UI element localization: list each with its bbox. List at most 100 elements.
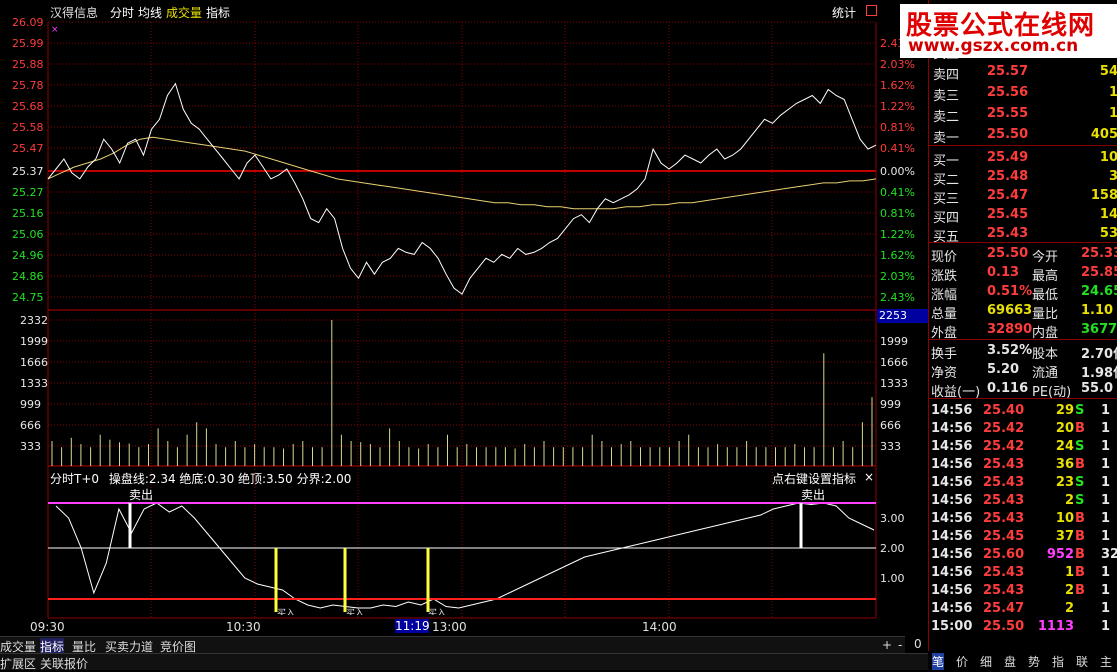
ask-label: 卖四 <box>933 68 960 83</box>
zoom-in-button[interactable]: + <box>882 638 893 652</box>
bid-price: 25.47 <box>987 188 1029 203</box>
tick-row: 14:56 25.43 1 B 1 <box>929 564 1117 582</box>
right-tab[interactable]: 盘 <box>1004 655 1017 669</box>
volume-label-right: 999 <box>880 398 901 411</box>
tick-time: 14:56 <box>931 439 973 454</box>
fund-row: 收益(一) 0.116 PE(动) 55.0 <box>929 380 1117 400</box>
buy-signal-label-2: 买入 <box>346 609 365 615</box>
tab-bottom-auction[interactable]: 竞价图 <box>160 640 197 654</box>
right-tab[interactable]: 势 <box>1028 655 1041 669</box>
tab-extension[interactable]: 扩展区 <box>0 657 37 671</box>
price-label: 25.58 <box>12 121 44 134</box>
percent-label: 1.62% <box>880 79 915 92</box>
fund-row: 换手 3.52%股本 2.70亿 <box>929 342 1117 362</box>
tab-fenshi[interactable]: 分时 <box>110 6 135 20</box>
price-label: 24.75 <box>12 291 44 304</box>
site-logo: 股票公式在线网 www.gszx.com.cn <box>900 4 1117 58</box>
percent-label: 1.62% <box>880 249 915 262</box>
tab-junxian[interactable]: 均线 <box>138 6 163 20</box>
tick-side: B <box>1075 421 1085 436</box>
volume-label: 1666 <box>20 356 48 369</box>
tick-row: 14:56 25.40 29 S 1 <box>929 402 1117 420</box>
indicator-axis-label: 2.00 <box>880 542 905 555</box>
tick-time: 14:56 <box>931 583 973 598</box>
buy-signal-label-1: 买入 <box>277 609 296 615</box>
ask-price: 25.56 <box>987 85 1029 100</box>
indicator-axis-label: 3.00 <box>880 512 905 525</box>
right-tab[interactable]: 联 <box>1076 655 1089 669</box>
close-icon[interactable] <box>866 5 877 16</box>
tick-side: B <box>1075 547 1085 562</box>
quote-row: 涨跌 0.13 最高 25.85 <box>929 264 1117 284</box>
marker-icon: × <box>51 25 59 35</box>
tab-bottom-indicator[interactable]: 指标 <box>40 638 65 655</box>
percent-label: 2.03% <box>880 58 915 71</box>
zoom-out-button[interactable]: - <box>898 638 903 652</box>
tick-price: 25.43 <box>983 475 1025 490</box>
ask-volume: 1 <box>1108 85 1117 100</box>
price-label: 26.09 <box>12 16 44 29</box>
ask-row: 卖二 25.55 1 <box>929 105 1117 125</box>
intraday-chart[interactable] <box>0 0 880 640</box>
percent-label: 0.41% <box>880 186 915 199</box>
sell-signal-label-1: 卖出 <box>129 488 154 502</box>
right-tab[interactable]: 笔 <box>932 653 945 670</box>
quote-row: 涨幅 0.51%最低 24.65 <box>929 283 1117 303</box>
tab-bottom-power[interactable]: 买卖力道 <box>105 640 154 654</box>
stock-name: 汉得信息 <box>50 6 99 20</box>
price-label: 25.88 <box>12 58 44 71</box>
indicator-line <box>55 502 875 609</box>
volume-label: 666 <box>20 419 41 432</box>
price-label: 25.16 <box>12 207 44 220</box>
percent-label: 0.81% <box>880 121 915 134</box>
quote-label: 外盘 <box>931 326 958 341</box>
fund-value: 1.98亿 <box>1081 366 1117 381</box>
bottom-tab-bar-2: 扩展区 关联报价 <box>0 653 930 671</box>
volume-label: 1999 <box>20 335 48 348</box>
tick-time: 14:56 <box>931 493 973 508</box>
tick-time: 14:56 <box>931 457 973 472</box>
tick-count: 1 <box>1101 457 1111 472</box>
tick-count: 1 <box>1101 619 1111 634</box>
tab-bottom-volume-ratio[interactable]: 量比 <box>72 640 97 654</box>
indicator-close-icon[interactable]: × <box>864 470 875 484</box>
tick-row: 14:56 25.43 2 S 1 <box>929 492 1117 510</box>
tab-related-quotes[interactable]: 关联报价 <box>40 657 89 671</box>
tab-volume[interactable]: 成交量 <box>166 6 203 20</box>
zoom-reset-button[interactable]: 0 <box>914 637 922 651</box>
time-label-1400: 14:00 <box>642 620 677 634</box>
bottom-tab-bar: 成交量 指标 量比 买卖力道 竞价图 + - <box>0 636 905 655</box>
tick-price: 25.42 <box>983 421 1025 436</box>
fund-value: 5.20 <box>987 362 1020 377</box>
tick-row: 14:56 25.42 24 S 1 <box>929 438 1117 456</box>
tick-time: 14:56 <box>931 421 973 436</box>
stats-button[interactable]: 统计 <box>832 6 857 20</box>
volume-label-right: 333 <box>880 440 901 453</box>
right-tab[interactable]: 主 <box>1100 655 1113 669</box>
tick-count: 1 <box>1101 511 1111 526</box>
tick-count: 32 <box>1101 547 1117 562</box>
tick-row: 14:56 25.43 2 B 1 <box>929 582 1117 600</box>
right-tab[interactable]: 价 <box>956 655 969 669</box>
sell-signal-label-2: 卖出 <box>801 488 826 502</box>
tab-indicator[interactable]: 指标 <box>206 6 231 20</box>
tick-count: 1 <box>1101 565 1111 580</box>
tick-volume: 2 <box>1064 601 1074 616</box>
tick-count: 1 <box>1101 439 1111 454</box>
right-tab[interactable]: 细 <box>980 655 993 669</box>
tab-bottom-volume[interactable]: 成交量 <box>0 640 37 654</box>
ask-price: 25.50 <box>987 127 1029 142</box>
fund-label: 股本 <box>1032 347 1059 362</box>
fund-label: 换手 <box>931 347 958 362</box>
bid-label: 买四 <box>933 211 960 226</box>
quote-row: 总量 69663 量比 1.10 <box>929 302 1117 322</box>
bid-volume: 53 <box>1099 226 1117 241</box>
price-label: 25.99 <box>12 37 44 50</box>
tick-price: 25.43 <box>983 583 1025 598</box>
right-tab[interactable]: 指 <box>1052 655 1065 669</box>
percent-label: 0.41% <box>880 142 915 155</box>
tick-volume: 1113 <box>1037 619 1074 634</box>
tick-price: 25.50 <box>983 619 1025 634</box>
indicator-axis-label: 1.00 <box>880 572 905 585</box>
bid-row: 买四 25.45 14 <box>929 206 1117 226</box>
